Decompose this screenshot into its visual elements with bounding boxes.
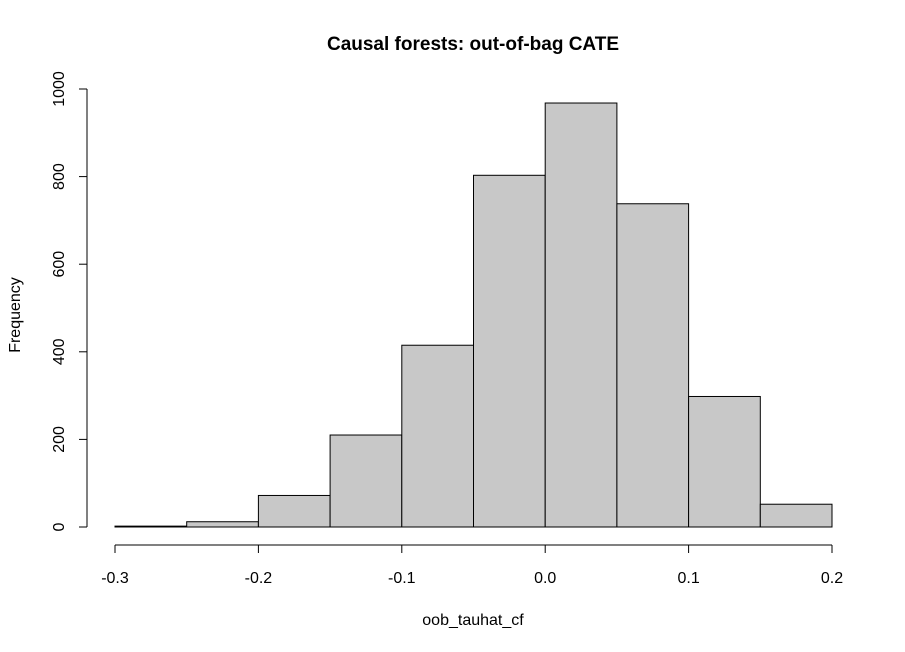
x-tick-label: -0.1 xyxy=(388,570,416,587)
y-tick-label: 0 xyxy=(51,522,68,531)
y-axis-label: Frequency xyxy=(7,277,24,353)
y-axis: 0 200 400 600 800 1000 xyxy=(51,71,88,531)
histogram-bar xyxy=(544,102,618,528)
bars-group xyxy=(114,102,833,528)
histogram-bar xyxy=(688,395,761,528)
histogram-bar xyxy=(616,203,690,528)
x-axis-label: oob_tauhat_cf xyxy=(422,612,524,629)
x-tick-label: 0.0 xyxy=(534,570,556,587)
histogram-bar xyxy=(114,525,188,528)
x-tick-label: 0.2 xyxy=(821,570,843,587)
y-tick-label: 1000 xyxy=(51,71,68,107)
histogram-bar xyxy=(257,494,331,528)
x-tick-label: -0.2 xyxy=(245,570,273,587)
histogram-bar xyxy=(329,434,403,528)
chart-title: Causal forests: out-of-bag CATE xyxy=(327,34,619,55)
y-tick-label: 400 xyxy=(51,338,68,365)
histogram-bar xyxy=(401,344,474,528)
x-tick-label: 0.1 xyxy=(677,570,699,587)
y-tick-label: 200 xyxy=(51,426,68,453)
y-tick-label: 800 xyxy=(51,163,68,190)
x-axis: -0.3 -0.2 -0.1 0.0 0.1 0.2 xyxy=(101,544,843,587)
x-tick-label: -0.3 xyxy=(101,570,129,587)
histogram-bar xyxy=(473,174,546,528)
y-tick-label: 600 xyxy=(51,251,68,278)
histogram-bar xyxy=(759,503,833,528)
histogram-bar xyxy=(186,521,259,528)
